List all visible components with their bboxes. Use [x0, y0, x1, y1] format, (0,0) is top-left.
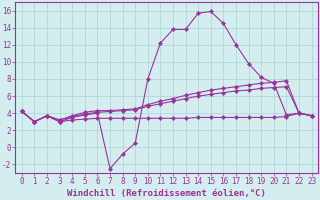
- X-axis label: Windchill (Refroidissement éolien,°C): Windchill (Refroidissement éolien,°C): [67, 189, 266, 198]
